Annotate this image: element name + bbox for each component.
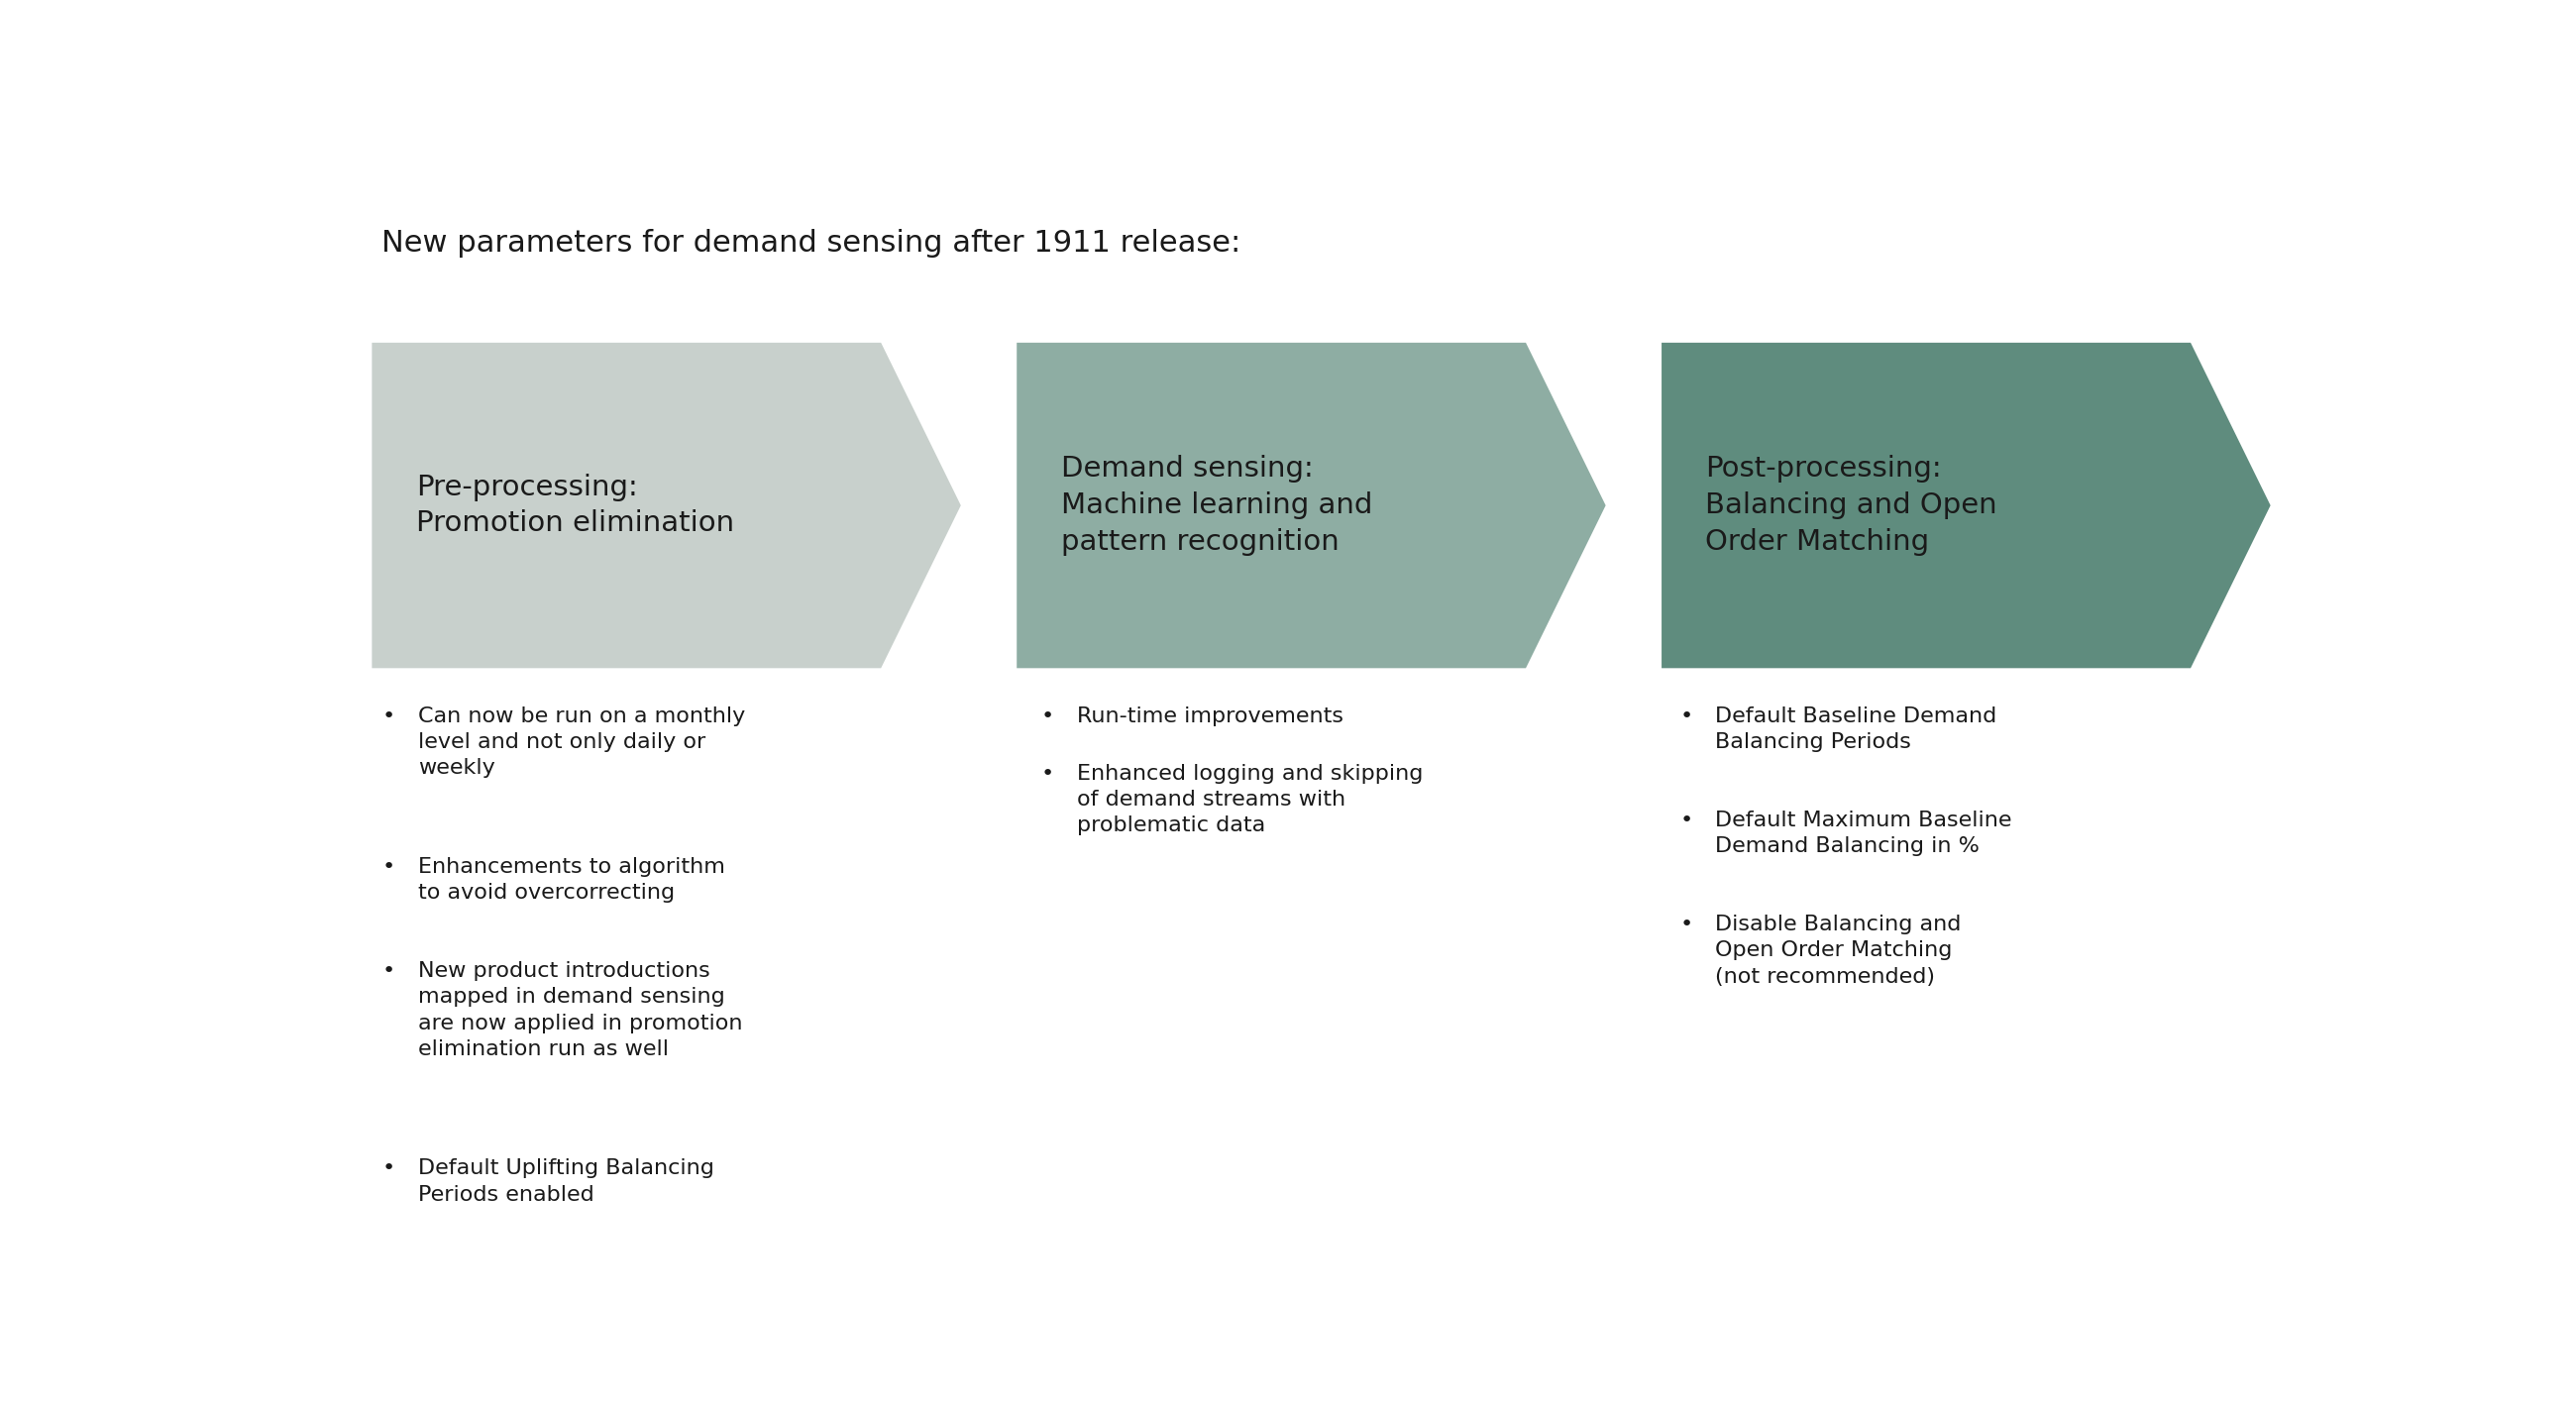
Text: •: •: [1041, 764, 1054, 783]
Text: Run-time improvements: Run-time improvements: [1077, 706, 1342, 726]
Text: Post-processing:
Balancing and Open
Order Matching: Post-processing: Balancing and Open Orde…: [1705, 455, 1996, 555]
Text: Disable Balancing and
Open Order Matching
(not recommended): Disable Balancing and Open Order Matchin…: [1716, 914, 1960, 986]
Text: New parameters for demand sensing after 1911 release:: New parameters for demand sensing after …: [381, 228, 1242, 258]
Polygon shape: [371, 342, 961, 668]
Text: •: •: [1041, 706, 1054, 726]
Text: Default Baseline Demand
Balancing Periods: Default Baseline Demand Balancing Period…: [1716, 706, 1996, 752]
Text: •: •: [381, 706, 394, 726]
Polygon shape: [1018, 342, 1605, 668]
Text: •: •: [381, 857, 394, 876]
Text: •: •: [381, 961, 394, 981]
Text: •: •: [1680, 810, 1692, 830]
Text: •: •: [381, 1158, 394, 1178]
Text: Demand sensing:
Machine learning and
pattern recognition: Demand sensing: Machine learning and pat…: [1061, 455, 1373, 555]
Text: Pre-processing:
Promotion elimination: Pre-processing: Promotion elimination: [415, 473, 734, 537]
Polygon shape: [1662, 342, 2269, 668]
Text: Default Uplifting Balancing
Periods enabled: Default Uplifting Balancing Periods enab…: [417, 1158, 714, 1205]
Text: •: •: [1680, 914, 1692, 934]
Text: Can now be run on a monthly
level and not only daily or
weekly: Can now be run on a monthly level and no…: [417, 706, 744, 778]
Text: Default Maximum Baseline
Demand Balancing in %: Default Maximum Baseline Demand Balancin…: [1716, 810, 2012, 857]
Text: New product introductions
mapped in demand sensing
are now applied in promotion
: New product introductions mapped in dema…: [417, 961, 742, 1060]
Text: Enhanced logging and skipping
of demand streams with
problematic data: Enhanced logging and skipping of demand …: [1077, 764, 1422, 836]
Text: •: •: [1680, 706, 1692, 726]
Text: Enhancements to algorithm
to avoid overcorrecting: Enhancements to algorithm to avoid overc…: [417, 857, 724, 903]
